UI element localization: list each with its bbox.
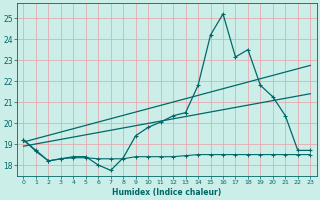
X-axis label: Humidex (Indice chaleur): Humidex (Indice chaleur) — [112, 188, 221, 197]
